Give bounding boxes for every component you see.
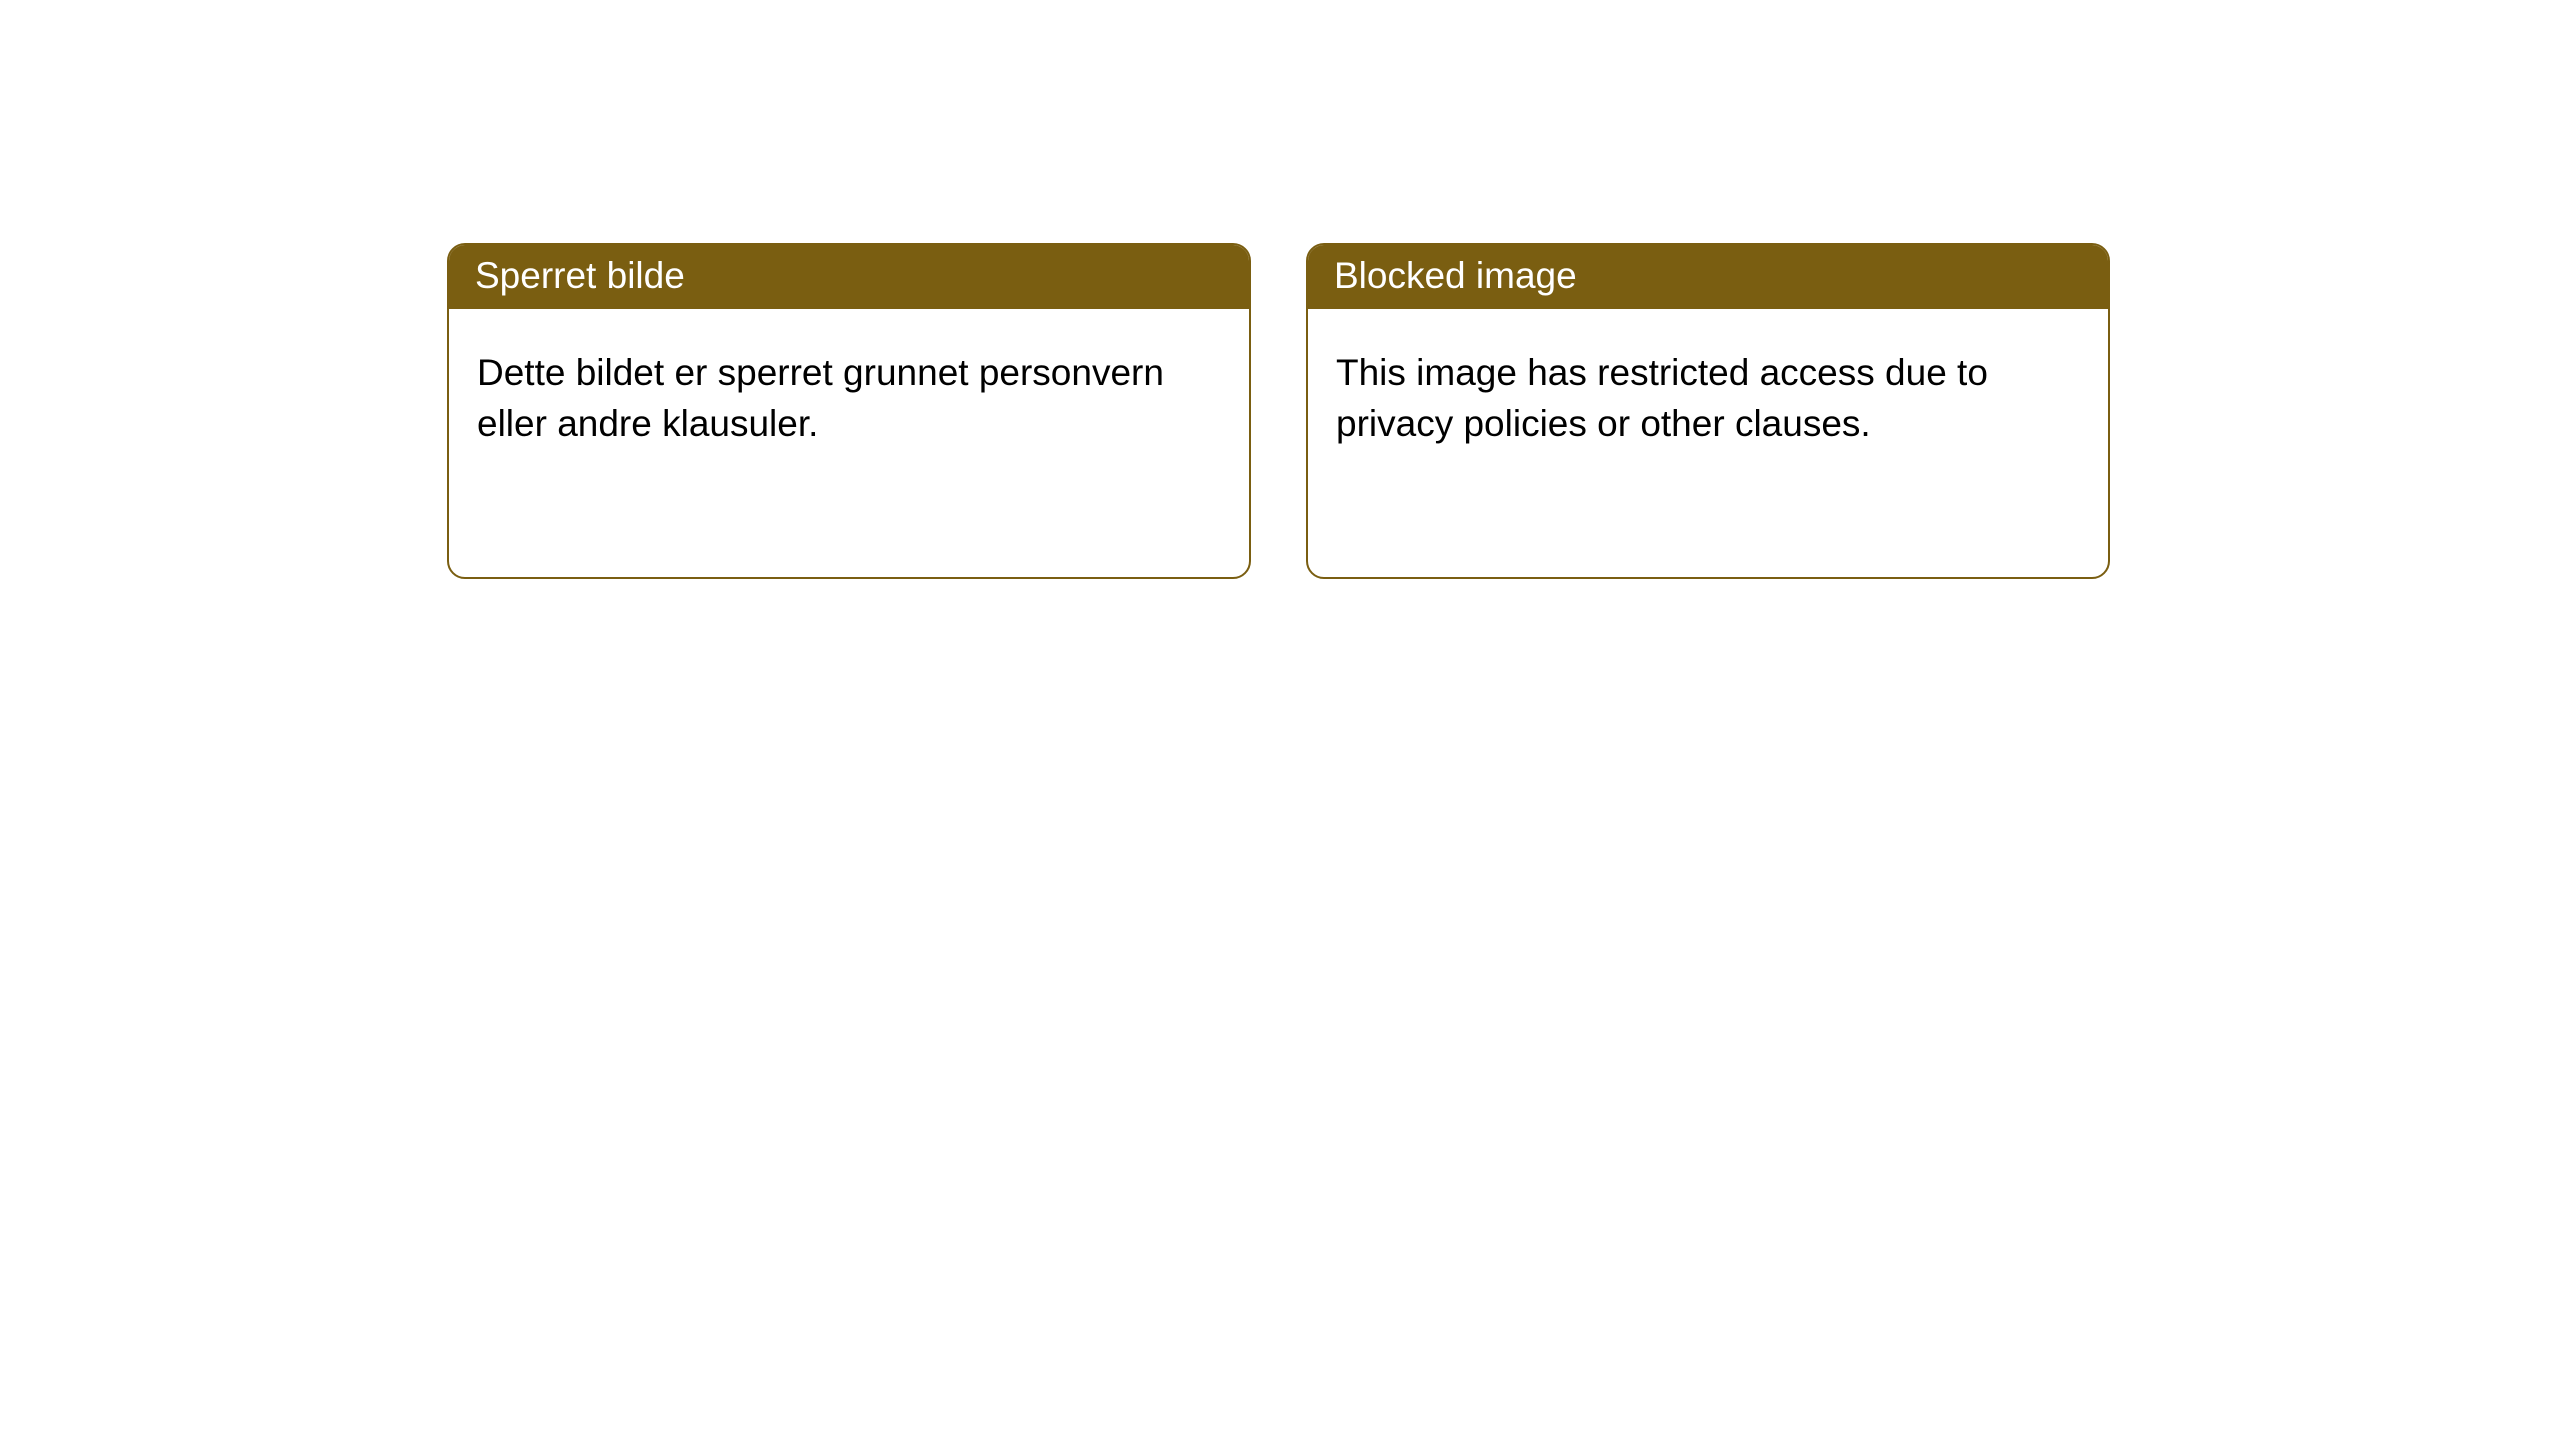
notice-card-body: This image has restricted access due to … <box>1308 309 2108 477</box>
notice-card-en: Blocked image This image has restricted … <box>1306 243 2110 579</box>
notice-card-title: Sperret bilde <box>449 245 1249 309</box>
notice-card-no: Sperret bilde Dette bildet er sperret gr… <box>447 243 1251 579</box>
notice-card-body: Dette bildet er sperret grunnet personve… <box>449 309 1249 477</box>
notice-card-title: Blocked image <box>1308 245 2108 309</box>
notice-container: Sperret bilde Dette bildet er sperret gr… <box>0 0 2560 579</box>
